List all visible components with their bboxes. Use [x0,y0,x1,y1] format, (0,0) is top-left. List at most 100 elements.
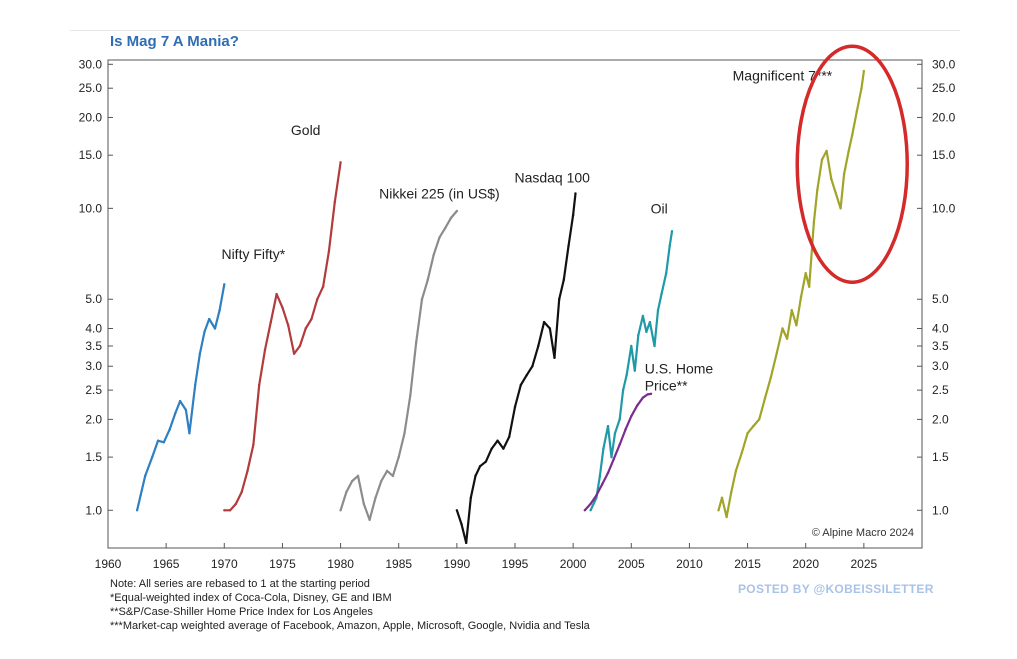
data-point [269,320,272,324]
data-point [595,494,598,497]
x-tick-label: 1970 [211,557,238,571]
chart-notes: Note: All series are rebased to 1 at the… [110,577,590,633]
y-tick-label-right: 2.5 [932,383,949,397]
data-point [645,330,648,334]
chart-title: Is Mag 7 A Mania? [110,33,239,50]
y-tick-label-right: 15.0 [932,148,956,162]
data-point [740,451,743,455]
data-point [610,455,613,459]
data-point [223,283,226,286]
data-point [855,109,859,113]
y-tick-label-left: 3.5 [85,339,102,353]
data-point [304,327,307,330]
data-point [637,334,640,337]
y-tick-label-left: 20.0 [79,110,103,124]
data-point [374,496,377,499]
data-point [310,317,313,321]
data-point [316,298,319,301]
data-point [144,474,147,478]
data-point [150,455,154,459]
data-point [362,502,366,506]
data-point [851,133,854,137]
y-tick-label-left: 2.5 [85,383,102,397]
data-point [460,522,463,526]
data-point [252,443,255,446]
data-point [474,474,477,478]
data-point [648,320,652,324]
data-point [174,411,177,415]
data-point [380,479,383,483]
data-point [649,392,653,396]
data-point [641,396,645,399]
x-tick-label: 1985 [385,557,412,571]
data-point [444,226,447,230]
y-tick-label-left: 2.0 [85,412,102,426]
data-point [156,439,160,442]
data-point [820,158,824,161]
data-point [234,502,238,506]
data-point [414,341,418,344]
series-label: Nikkei 225 (in US$) [379,185,500,201]
data-point [816,188,819,192]
data-point [292,352,296,355]
data-point [612,457,616,461]
data-point [333,200,336,204]
data-point [656,308,660,312]
data-point [542,320,546,324]
data-point [583,509,586,512]
y-tick-label-left: 15.0 [79,148,103,162]
data-point [356,474,360,478]
data-point [455,509,459,512]
data-point [455,209,459,213]
data-point [321,285,325,288]
data-point [613,432,617,435]
data-point [601,483,604,486]
y-tick-label-right: 3.5 [932,339,949,353]
data-point [734,469,738,473]
data-point [785,337,789,340]
data-point [548,327,552,330]
data-point [746,432,749,435]
data-point [420,298,424,301]
data-point [537,344,540,348]
data-point [484,460,488,463]
data-point [625,374,628,377]
data-point [717,509,720,512]
data-point [763,397,767,400]
data-point [385,469,389,473]
data-point [653,344,656,348]
x-tick-label: 1960 [95,557,122,571]
data-point [624,428,627,431]
data-point [606,471,610,475]
data-point [804,271,807,275]
y-tick-label-right: 25.0 [932,81,956,95]
series-line [339,210,458,521]
y-tick-label-right: 5.0 [932,292,949,306]
data-point [409,394,412,397]
data-point [834,192,838,195]
y-tick-label-right: 20.0 [932,110,956,124]
note-line: Note: All series are rebased to 1 at the… [110,578,370,590]
data-point [795,324,798,327]
data-point [531,365,534,368]
data-point [188,432,191,435]
data-point [351,479,354,483]
series-line [224,162,342,512]
data-point [496,439,499,442]
data-point [730,490,733,494]
data-point [339,509,342,512]
data-point [725,515,728,519]
data-point [263,348,267,352]
data-point [207,317,211,321]
x-tick-label: 2000 [560,557,587,571]
y-tick-label-left: 25.0 [79,81,103,95]
data-point [339,161,342,164]
data-point [621,388,625,392]
x-tick-label: 1975 [269,557,296,571]
x-tick-label: 2025 [851,557,878,571]
y-tick-label-left: 1.0 [85,503,102,517]
data-point [168,428,171,431]
data-point [589,509,592,512]
series-label: Nasdaq 100 [514,169,590,185]
data-point [602,447,605,450]
